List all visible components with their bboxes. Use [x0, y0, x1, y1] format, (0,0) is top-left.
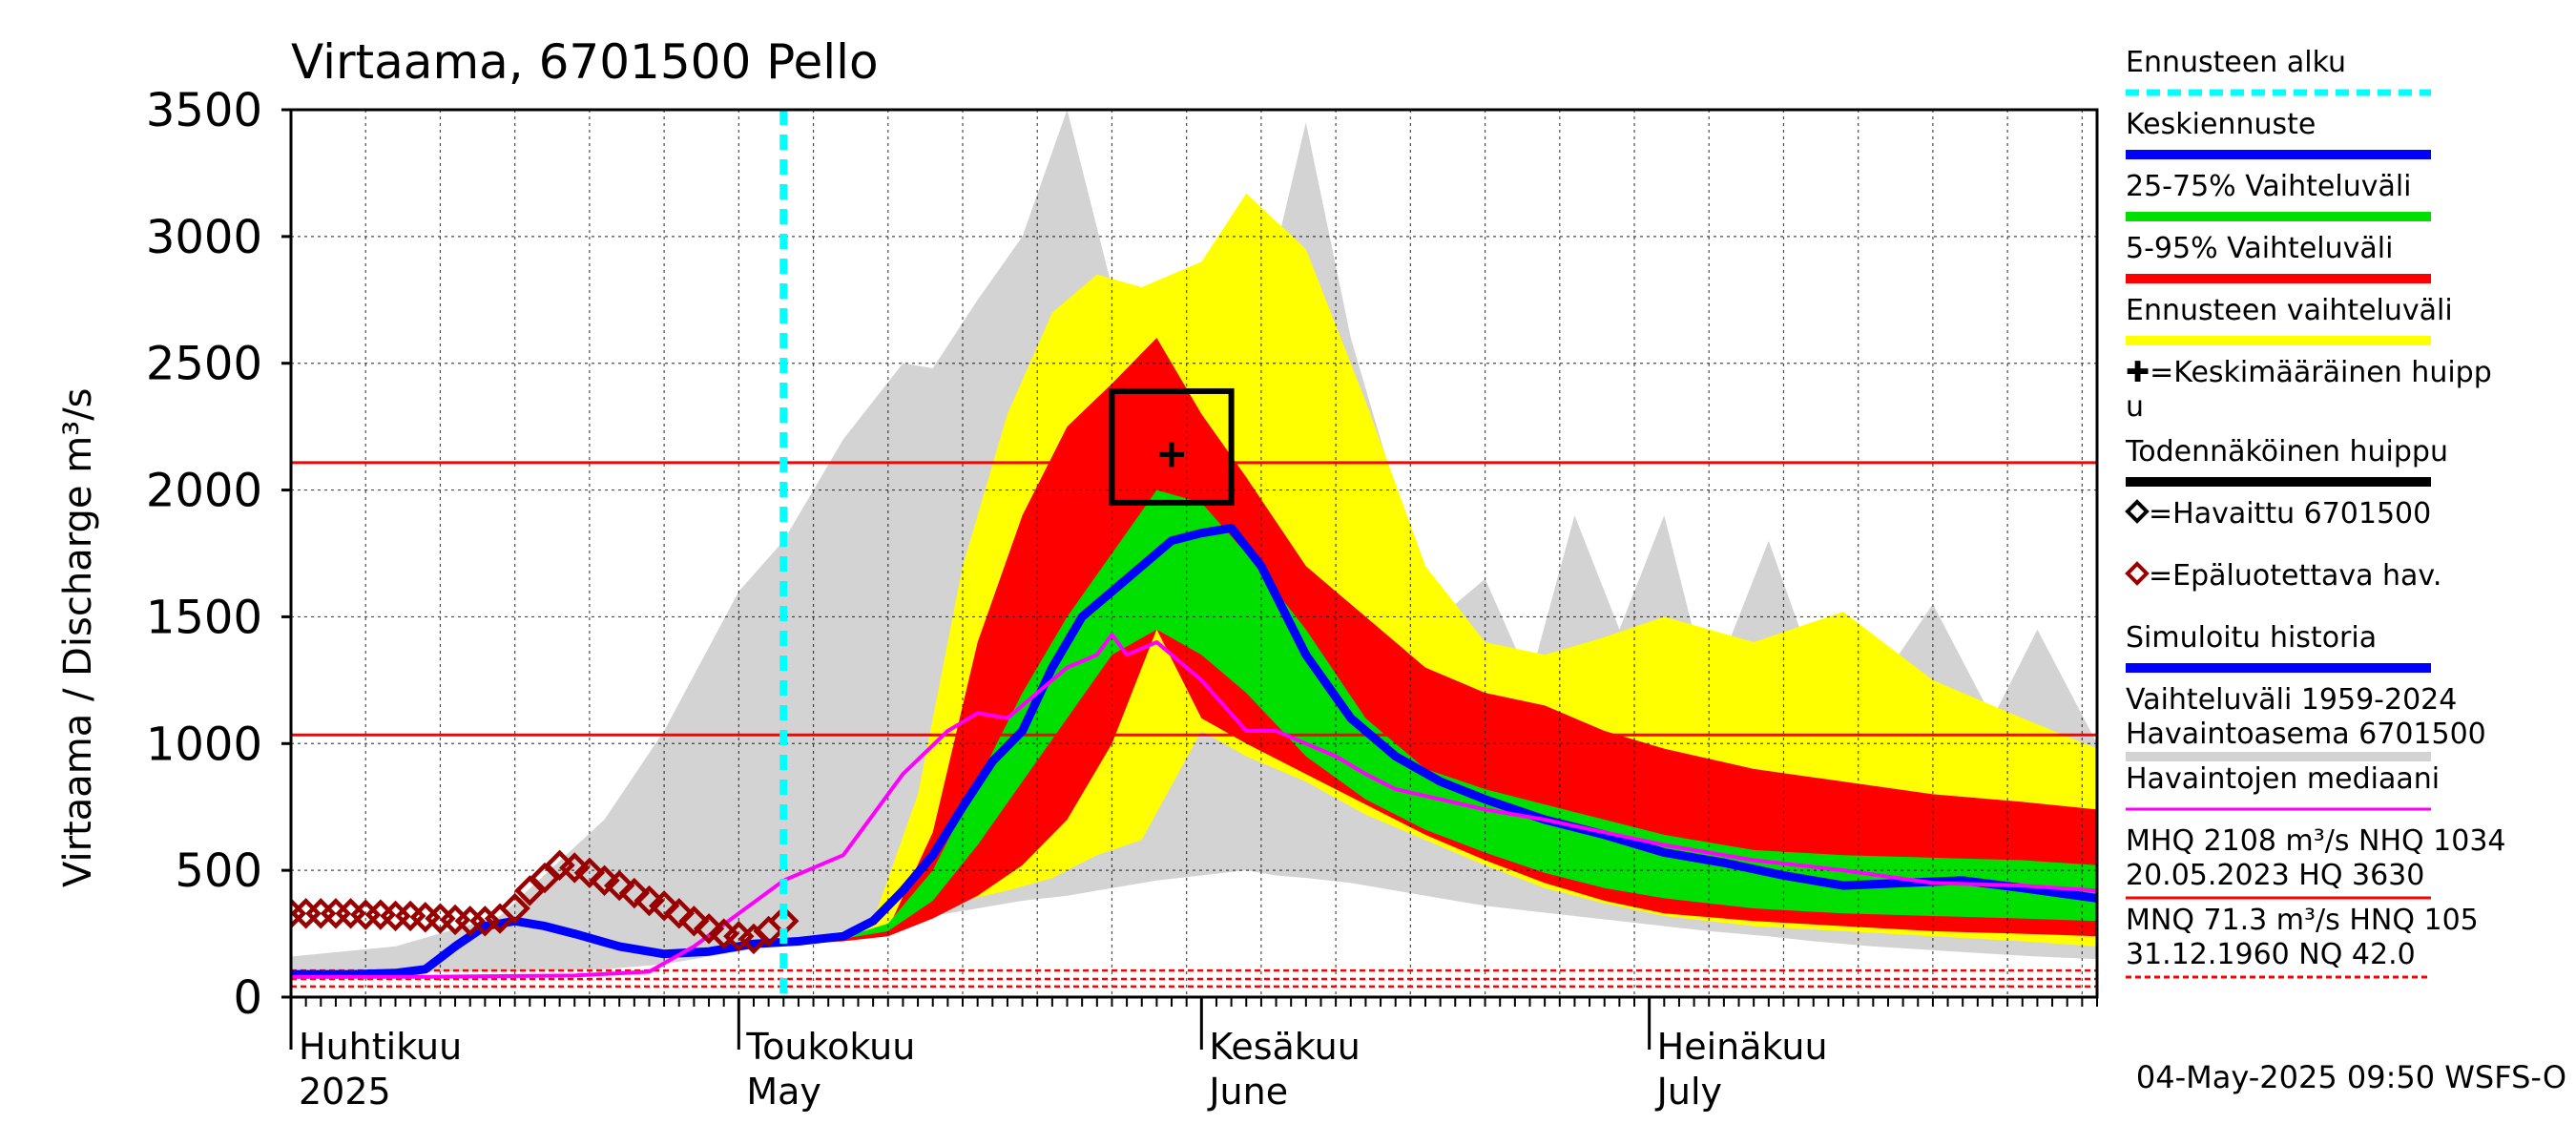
y-tick-label: 2500 — [146, 338, 262, 391]
legend-diamond-icon — [2125, 499, 2150, 524]
x-month-label-fi: Huhtikuu — [299, 1026, 462, 1068]
data-point-marker — [693, 913, 725, 945]
legend-label: MNQ 71.3 m³/s HNQ 105 — [2126, 904, 2479, 937]
y-axis-label: Virtaama / Discharge m³/s — [56, 387, 100, 887]
legend-label-line2: u — [2126, 390, 2144, 424]
footer-timestamp: 04-May-2025 09:50 WSFS-O — [2136, 1059, 2566, 1095]
data-point-marker — [559, 852, 591, 884]
mean-peak-marker — [1159, 442, 1185, 468]
legend-label-line2: Havaintoasema 6701500 — [2126, 718, 2486, 751]
legend: Ennusteen alku Keskiennuste 25-75% Vaihtel… — [2125, 46, 2506, 979]
series-layer — [291, 110, 2097, 997]
legend-label: Havaintojen mediaani — [2126, 762, 2440, 796]
x-month-label-fi: Heinäkuu — [1657, 1026, 1828, 1068]
x-month-label-en: June — [1207, 1071, 1288, 1113]
legend-diamond-icon — [2125, 561, 2150, 586]
x-month-label-en: July — [1655, 1071, 1722, 1113]
legend-label: 5-95% Vaihteluväli — [2126, 232, 2393, 265]
grid — [291, 110, 2097, 997]
y-tick-label: 3500 — [146, 84, 262, 137]
band-00e000 — [783, 489, 2097, 943]
legend-label: 25-75% Vaihteluväli — [2126, 170, 2412, 203]
probable-peak-box — [1109, 387, 1235, 506]
legend-label-line2: 31.12.1960 NQ 42.0 — [2126, 938, 2416, 971]
y-tick-label: 3000 — [146, 211, 262, 264]
series-line — [291, 633, 2097, 979]
y-tick-label: 2000 — [146, 465, 262, 518]
legend-label: ✚=Keskimääräinen huipp — [2126, 356, 2492, 389]
series-line — [291, 523, 2097, 979]
legend-label: Keskiennuste — [2126, 108, 2316, 141]
legend-label: =Havaittu 6701500 — [2149, 497, 2431, 531]
plot-frame — [289, 108, 2099, 999]
legend-label: Simuloitu historia — [2126, 621, 2377, 655]
legend-label: Ennusteen alku — [2126, 46, 2346, 79]
data-point-marker — [573, 857, 606, 888]
y-tick-label: 1000 — [146, 718, 262, 771]
y-tick-label: 0 — [233, 971, 262, 1025]
data-point-marker — [663, 898, 695, 929]
legend-label: MHQ 2108 m³/s NHQ 1034 — [2126, 824, 2506, 858]
data-point-marker — [469, 906, 501, 937]
data-point-marker — [603, 869, 635, 902]
data-point-marker — [589, 864, 620, 896]
x-month-label-fi: Toukokuu — [745, 1026, 915, 1068]
x-month-label-fi: Kesäkuu — [1209, 1026, 1361, 1068]
data-point-marker — [634, 885, 665, 917]
x-month-label-en: 2025 — [299, 1071, 391, 1113]
chart-title: Virtaama, 6701500 Pello — [291, 34, 879, 90]
data-point-marker — [499, 892, 530, 925]
legend-label: Todennäköinen huippu — [2125, 435, 2448, 468]
data-point-marker — [618, 877, 651, 909]
legend-label-line2: 20.05.2023 HQ 3630 — [2126, 859, 2424, 892]
y-tick-label: 1500 — [146, 591, 262, 644]
data-point-marker — [678, 906, 710, 937]
data-point-marker — [648, 890, 680, 922]
legend-label: Vaihteluväli 1959-2024 — [2126, 683, 2457, 717]
legend-label: Ennusteen vaihteluväli — [2126, 294, 2453, 327]
plot-area: 0 500 1000 1500 2000 2500 3000 3500 Huhtikuu2025… — [146, 84, 2099, 1113]
y-axis: 0 500 1000 1500 2000 2500 3000 3500 — [146, 84, 291, 1025]
legend-label: =Epäluotettava hav. — [2149, 559, 2441, 593]
y-tick-label: 500 — [175, 844, 262, 898]
x-month-label-en: May — [746, 1071, 821, 1113]
